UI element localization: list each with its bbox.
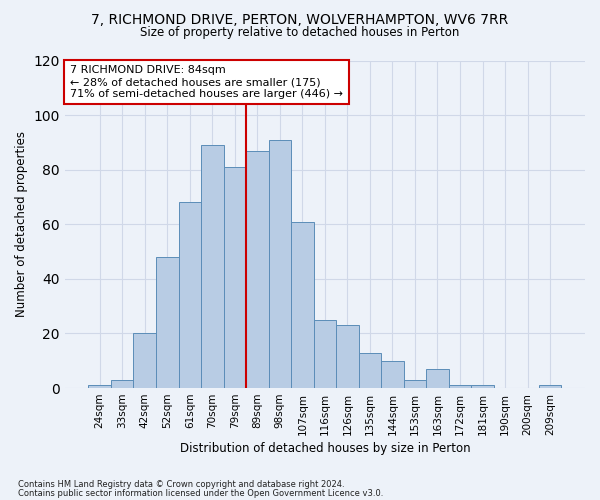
Bar [404, 380, 426, 388]
Bar [291, 222, 314, 388]
Bar [224, 167, 246, 388]
Bar [359, 352, 381, 388]
Bar [111, 380, 133, 388]
Bar [269, 140, 291, 388]
Bar [246, 150, 269, 388]
Bar [88, 386, 111, 388]
Bar [471, 386, 494, 388]
Bar [449, 386, 471, 388]
Bar [179, 202, 201, 388]
Text: Contains HM Land Registry data © Crown copyright and database right 2024.: Contains HM Land Registry data © Crown c… [18, 480, 344, 489]
Y-axis label: Number of detached properties: Number of detached properties [15, 132, 28, 318]
Text: 7 RICHMOND DRIVE: 84sqm
← 28% of detached houses are smaller (175)
71% of semi-d: 7 RICHMOND DRIVE: 84sqm ← 28% of detache… [70, 66, 343, 98]
X-axis label: Distribution of detached houses by size in Perton: Distribution of detached houses by size … [179, 442, 470, 455]
Bar [539, 386, 562, 388]
Bar [156, 257, 179, 388]
Text: Contains public sector information licensed under the Open Government Licence v3: Contains public sector information licen… [18, 489, 383, 498]
Text: Size of property relative to detached houses in Perton: Size of property relative to detached ho… [140, 26, 460, 39]
Bar [426, 369, 449, 388]
Bar [314, 320, 336, 388]
Text: 7, RICHMOND DRIVE, PERTON, WOLVERHAMPTON, WV6 7RR: 7, RICHMOND DRIVE, PERTON, WOLVERHAMPTON… [91, 12, 509, 26]
Bar [336, 326, 359, 388]
Bar [133, 334, 156, 388]
Bar [381, 361, 404, 388]
Bar [201, 145, 224, 388]
